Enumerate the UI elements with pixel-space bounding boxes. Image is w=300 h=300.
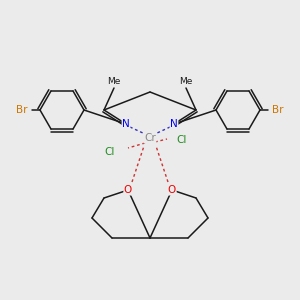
Text: Me: Me (179, 77, 193, 86)
Text: N: N (170, 119, 178, 129)
Text: Cl: Cl (105, 147, 115, 157)
Text: N: N (122, 119, 130, 129)
Text: Cl: Cl (177, 135, 187, 145)
Text: Br: Br (272, 105, 284, 115)
Text: O: O (124, 185, 132, 195)
Text: Cr: Cr (144, 133, 156, 143)
Text: O: O (168, 185, 176, 195)
Text: Br: Br (16, 105, 28, 115)
Text: Me: Me (107, 77, 121, 86)
